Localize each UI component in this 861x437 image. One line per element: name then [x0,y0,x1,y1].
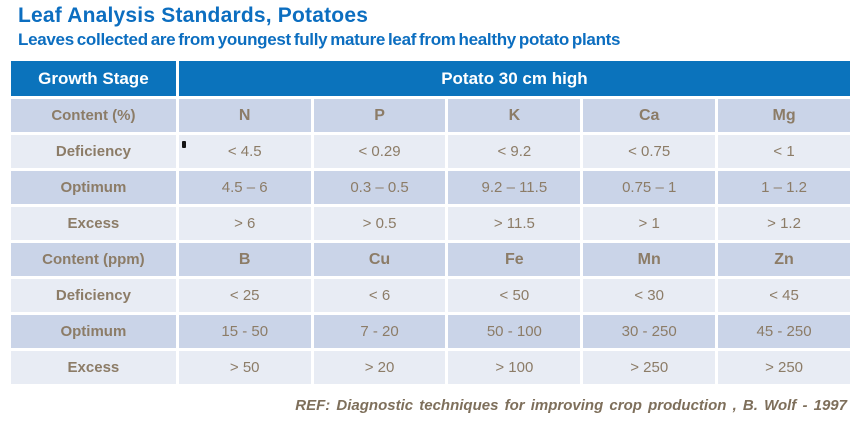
table-cell: Fe [448,243,581,276]
table-cell: 50 - 100 [448,315,581,348]
row-label: Deficiency [11,279,176,312]
table-cell: P [313,99,446,132]
reference-citation: REF: Diagnostic techniques for improving… [295,397,847,414]
table-row-excess-ppm: Excess > 50 > 20 > 100 > 250 > 250 [11,351,850,384]
stray-bullet-mark [182,141,186,148]
table-cell: > 250 [718,351,850,384]
table-row-excess-percent: Excess > 6 > 0.5 > 11.5 > 1 > 1.2 [11,207,850,240]
table-cell: K [448,99,581,132]
table-cell: 15 - 50 [178,315,311,348]
table-cell: 9.2 – 11.5 [448,171,581,204]
table-cell: Cu [313,243,446,276]
table-cell: B [178,243,311,276]
leaf-analysis-table: Growth Stage Potato 30 cm high Content (… [8,58,853,387]
table-cell: N [178,99,311,132]
row-label: Optimum [11,171,176,204]
table-cell: Zn [718,243,850,276]
table-cell: < 30 [583,279,716,312]
table-cell: > 0.5 [313,207,446,240]
page-title: Leaf Analysis Standards, Potatoes [18,4,369,27]
table-cell: > 20 [313,351,446,384]
table-cell: > 50 [178,351,311,384]
row-label: Optimum [11,315,176,348]
table-cell: < 9.2 [448,135,581,168]
table-cell: 45 - 250 [718,315,850,348]
table-cell: < 6 [313,279,446,312]
table-cell: > 6 [178,207,311,240]
table-cell: 30 - 250 [583,315,716,348]
table-row-content-ppm: Content (ppm) B Cu Fe Mn Zn [11,243,850,276]
row-label: Deficiency [11,135,176,168]
table-row-content-percent: Content (%) N P K Ca Mg [11,99,850,132]
table-row-deficiency-ppm: Deficiency < 25 < 6 < 50 < 30 < 45 [11,279,850,312]
table-cell: < 0.75 [583,135,716,168]
table-cell: 7 - 20 [313,315,446,348]
table-header-row: Growth Stage Potato 30 cm high [11,61,850,96]
table-cell: Ca [583,99,716,132]
table-cell: > 250 [583,351,716,384]
table-cell: 1 – 1.2 [718,171,850,204]
row-label: Excess [11,351,176,384]
table-cell: < 1 [718,135,850,168]
table-cell: < 50 [448,279,581,312]
table-cell: 0.75 – 1 [583,171,716,204]
table-row-optimum-percent: Optimum 4.5 – 6 0.3 – 0.5 9.2 – 11.5 0.7… [11,171,850,204]
growth-stage-header: Growth Stage [11,61,176,96]
table-row-optimum-ppm: Optimum 15 - 50 7 - 20 50 - 100 30 - 250… [11,315,850,348]
table-cell: 0.3 – 0.5 [313,171,446,204]
potato-group-header: Potato 30 cm high [178,61,850,96]
table-cell: 4.5 – 6 [178,171,311,204]
table-cell: < 0.29 [313,135,446,168]
table-cell: < 25 [178,279,311,312]
table-row-deficiency-percent: Deficiency < 4.5 < 0.29 < 9.2 < 0.75 < 1 [11,135,850,168]
row-label: Content (ppm) [11,243,176,276]
page-subtitle: Leaves collected are from youngest fully… [18,30,621,49]
table-cell: > 1.2 [718,207,850,240]
table-cell: > 100 [448,351,581,384]
table-cell: < 4.5 [178,135,311,168]
table-cell: < 45 [718,279,850,312]
table-cell: Mg [718,99,850,132]
table-cell: > 1 [583,207,716,240]
row-label: Content (%) [11,99,176,132]
row-label: Excess [11,207,176,240]
table-cell: Mn [583,243,716,276]
table-cell: > 11.5 [448,207,581,240]
